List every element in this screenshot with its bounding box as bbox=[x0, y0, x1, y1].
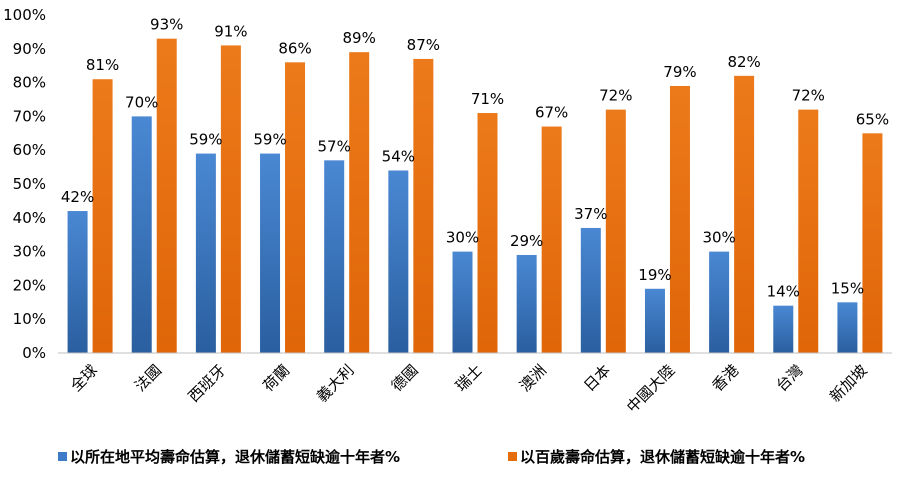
category-label: 台灣 bbox=[773, 361, 807, 395]
category-label: 義大利 bbox=[313, 361, 358, 406]
bar-local-life bbox=[131, 116, 152, 354]
data-label: 79% bbox=[663, 63, 696, 81]
bar-centenarian bbox=[477, 113, 498, 354]
data-label: 59% bbox=[253, 131, 286, 149]
y-tick-label: 100% bbox=[3, 6, 46, 24]
bar-local-life bbox=[388, 170, 409, 353]
bar-local-life bbox=[260, 153, 281, 353]
data-label: 87% bbox=[407, 36, 440, 54]
category-label: 德國 bbox=[388, 361, 422, 395]
category-label: 中國大陸 bbox=[623, 361, 678, 416]
bar-local-life bbox=[773, 305, 794, 353]
data-label: 65% bbox=[856, 110, 889, 128]
bar-local-life bbox=[67, 211, 88, 353]
y-tick-label: 80% bbox=[13, 74, 46, 92]
bar-centenarian bbox=[413, 58, 434, 353]
legend-label: 以百歲壽命估算，退休儲蓄短缺逾十年者% bbox=[520, 448, 805, 466]
bar-centenarian bbox=[605, 109, 626, 353]
data-label: 93% bbox=[150, 16, 183, 34]
bar-local-life bbox=[324, 160, 345, 353]
category-label: 全球 bbox=[67, 361, 101, 395]
bar-local-life bbox=[516, 254, 537, 353]
data-label: 89% bbox=[343, 29, 376, 47]
y-tick-label: 50% bbox=[13, 175, 46, 193]
bar-local-life bbox=[195, 153, 216, 353]
bar-local-life bbox=[580, 227, 601, 353]
category-label: 荷蘭 bbox=[259, 361, 293, 395]
data-label: 72% bbox=[792, 87, 825, 105]
bar-local-life bbox=[709, 251, 730, 353]
x-axis: 全球 法國 西班牙 荷蘭 義大利 德國 瑞士 澳洲 日本 中國大陸 香港 台灣 新加坡 bbox=[58, 352, 892, 416]
y-tick-label: 0% bbox=[22, 344, 46, 362]
bar-centenarian bbox=[541, 126, 562, 353]
legend-swatch bbox=[58, 452, 67, 461]
y-tick-label: 30% bbox=[13, 243, 46, 261]
data-label: 37% bbox=[574, 205, 607, 223]
bar-centenarian bbox=[734, 75, 755, 353]
bar-centenarian bbox=[285, 62, 306, 353]
bar-centenarian bbox=[156, 38, 177, 353]
y-tick-label: 10% bbox=[13, 310, 46, 328]
category-label: 法國 bbox=[131, 361, 165, 395]
category-label: 西班牙 bbox=[185, 361, 230, 406]
legend-swatch bbox=[508, 452, 517, 461]
data-label: 15% bbox=[831, 279, 864, 297]
category-label: 香港 bbox=[708, 361, 742, 395]
bar-centenarian bbox=[862, 133, 883, 353]
data-label: 82% bbox=[727, 53, 760, 71]
legend-label: 以所在地平均壽命估算，退休儲蓄短缺逾十年者% bbox=[70, 448, 400, 466]
data-label: 19% bbox=[638, 266, 671, 284]
data-labels: 42% 81% 70% 93% 59% 91% 59% 86% 57% 89% 54% 87% 30% 7… bbox=[61, 16, 889, 301]
data-label: 57% bbox=[318, 137, 351, 155]
data-label: 71% bbox=[471, 90, 504, 108]
data-label: 91% bbox=[214, 22, 247, 40]
category-label: 新加坡 bbox=[826, 361, 871, 406]
data-label: 81% bbox=[86, 56, 119, 74]
y-tick-label: 40% bbox=[13, 209, 46, 227]
bar-centenarian bbox=[349, 52, 370, 354]
bar-local-life bbox=[644, 288, 665, 353]
data-label: 86% bbox=[278, 39, 311, 57]
category-label: 日本 bbox=[580, 361, 614, 395]
y-tick-label: 90% bbox=[13, 40, 46, 58]
y-tick-label: 70% bbox=[13, 107, 46, 125]
data-label: 30% bbox=[446, 229, 479, 247]
y-tick-label: 60% bbox=[13, 141, 46, 159]
category-label: 澳洲 bbox=[516, 361, 550, 395]
bar-local-life bbox=[837, 302, 858, 353]
data-label: 72% bbox=[599, 87, 632, 105]
y-tick-label: 20% bbox=[13, 276, 46, 294]
legend: 以所在地平均壽命估算，退休儲蓄短缺逾十年者% 以百歲壽命估算，退休儲蓄短缺逾十年者… bbox=[58, 448, 805, 466]
data-label: 54% bbox=[382, 147, 415, 165]
bar-centenarian bbox=[220, 45, 241, 354]
y-axis: 0% 10% 20% 30% 40% 50% 60% 70% 80% 90% 100% bbox=[3, 6, 46, 362]
data-label: 59% bbox=[189, 131, 222, 149]
data-label: 30% bbox=[702, 229, 735, 247]
bar-centenarian bbox=[798, 109, 819, 353]
bar-centenarian bbox=[92, 79, 113, 353]
category-label: 瑞士 bbox=[452, 361, 486, 395]
bars bbox=[67, 38, 883, 354]
bar-local-life bbox=[452, 251, 473, 353]
data-label: 70% bbox=[125, 93, 158, 111]
data-label: 14% bbox=[767, 283, 800, 301]
data-label: 67% bbox=[535, 104, 568, 122]
data-label: 29% bbox=[510, 232, 543, 250]
data-label: 42% bbox=[61, 188, 94, 206]
bar-centenarian bbox=[669, 85, 690, 353]
